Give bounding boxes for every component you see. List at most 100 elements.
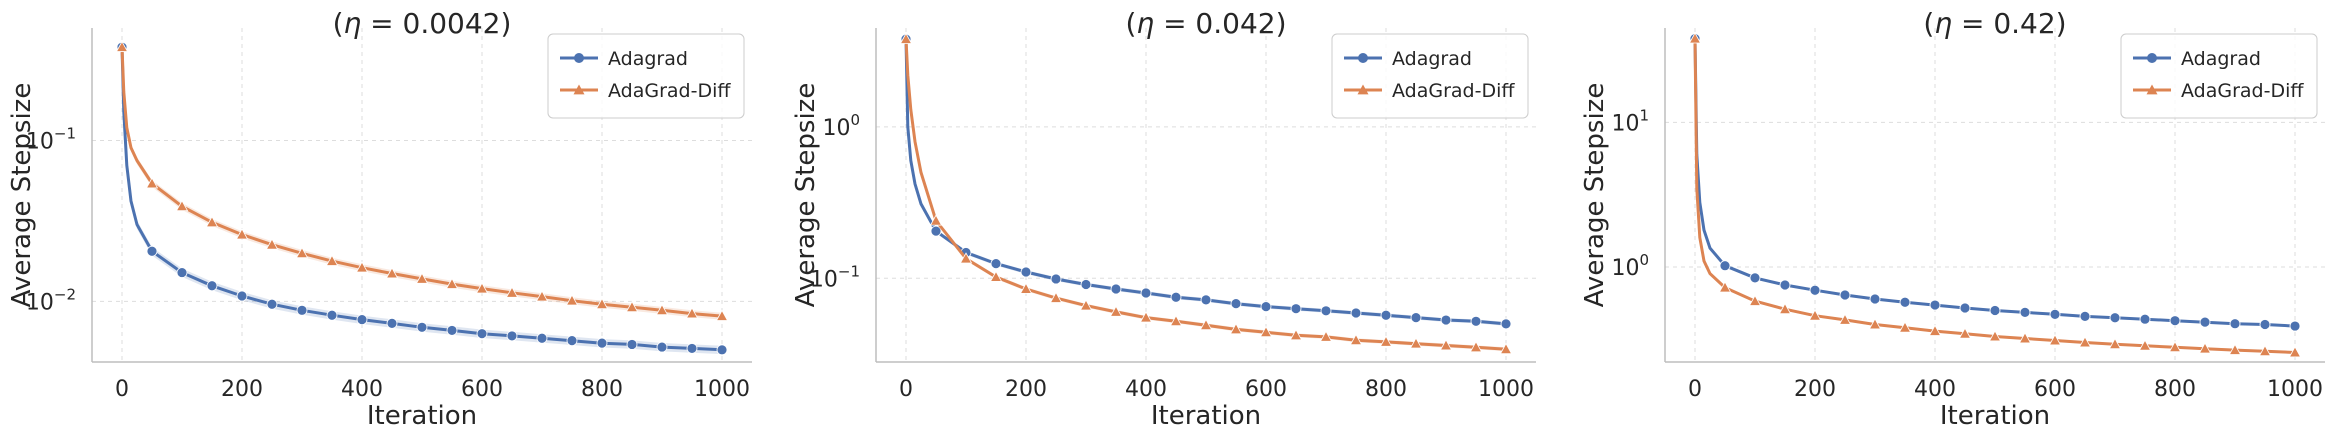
legend-frame <box>1331 33 1529 119</box>
data-point <box>1748 294 1762 306</box>
data-point <box>930 225 942 237</box>
data-point <box>1110 283 1122 295</box>
y-tick-label: 10−1 <box>26 124 76 154</box>
x-tick-label: 800 <box>2154 377 2196 402</box>
data-point <box>266 298 278 310</box>
legend: Adagrad AdaGrad-Diff <box>547 33 745 119</box>
data-point <box>2138 339 2152 351</box>
data-point <box>1199 318 1213 331</box>
data-point <box>1080 279 1092 290</box>
data-point <box>1410 312 1422 324</box>
data-point <box>1200 294 1212 306</box>
x-tick-label: 200 <box>1005 377 1047 402</box>
y-tick-label: 101 <box>1611 106 1649 136</box>
data-point <box>1898 321 1912 333</box>
data-point <box>1259 325 1273 338</box>
legend-label: AdaGrad-Diff <box>1392 80 1515 102</box>
data-point <box>1020 266 1032 278</box>
data-point <box>929 214 943 226</box>
data-point <box>1868 318 1882 330</box>
data-point <box>990 258 1002 270</box>
chart-title: (η = 0.0042) <box>333 7 512 40</box>
data-point <box>1319 330 1333 342</box>
data-point <box>2258 344 2272 357</box>
data-point <box>1230 298 1242 310</box>
data-point <box>1719 260 1731 272</box>
x-axis-title: Iteration <box>1940 401 2050 429</box>
x-tick-label: 800 <box>581 377 623 402</box>
data-point <box>566 335 578 347</box>
data-point <box>1989 305 2001 316</box>
y-tick-label: 100 <box>1611 251 1649 281</box>
data-point <box>1440 314 1452 326</box>
data-point <box>356 314 368 326</box>
legend-marker <box>573 84 585 95</box>
data-point <box>206 280 218 292</box>
chart-panel-3: 0 200 400 600 800 1000 100 101 Iteration Average … <box>1580 7 2325 429</box>
legend-item: AdaGrad-Diff <box>1344 80 1515 102</box>
data-point <box>1379 335 1393 347</box>
y-tick-label: 10−1 <box>810 262 860 292</box>
data-point <box>1350 307 1362 319</box>
data-point <box>235 228 249 240</box>
data-point <box>2108 337 2122 350</box>
chart-title: (η = 0.042) <box>1125 7 1286 40</box>
x-tick-label: 600 <box>2034 377 2076 402</box>
data-point <box>325 254 339 266</box>
data-point <box>565 294 579 306</box>
data-point <box>1808 309 1822 321</box>
data-point <box>386 317 398 329</box>
data-point <box>716 344 728 356</box>
data-point <box>355 261 369 273</box>
data-point <box>475 282 489 294</box>
x-tick-label: 0 <box>1688 377 1702 402</box>
data-point <box>626 339 638 350</box>
data-point <box>1749 272 1761 284</box>
data-point <box>1289 329 1303 341</box>
data-point <box>2289 320 2301 332</box>
data-point <box>1049 291 1063 303</box>
x-tick-label: 1000 <box>2267 377 2323 402</box>
x-tick-label: 1000 <box>1478 377 1534 402</box>
data-point <box>446 325 458 336</box>
data-point <box>1019 282 1033 294</box>
legend-item: Adagrad <box>560 48 688 70</box>
data-point <box>415 272 429 284</box>
data-point <box>2169 315 2181 327</box>
data-point <box>1718 281 1732 293</box>
legend-marker <box>1357 84 1369 95</box>
data-point <box>2139 313 2151 325</box>
data-point <box>2199 316 2211 328</box>
data-point <box>265 238 279 250</box>
data-point <box>1779 279 1791 291</box>
data-point <box>1109 305 1123 317</box>
data-point <box>1929 299 1941 311</box>
data-point <box>236 290 248 302</box>
data-point <box>1470 315 1482 327</box>
data-point <box>176 267 188 278</box>
data-point <box>1229 323 1243 335</box>
data-point <box>625 300 639 313</box>
data-point <box>2018 332 2032 344</box>
data-point <box>146 245 158 257</box>
data-point <box>595 297 609 310</box>
data-point <box>145 177 159 189</box>
y-axis-title: Average Stepsize <box>1580 83 1610 308</box>
data-point <box>1290 303 1302 315</box>
data-point <box>2049 308 2061 320</box>
data-point <box>1988 330 2002 342</box>
data-point <box>899 32 913 44</box>
data-point <box>115 40 129 52</box>
data-point <box>596 337 608 349</box>
data-point <box>1958 327 1972 339</box>
x-tick-label: 200 <box>1794 377 1836 402</box>
data-point <box>959 252 973 264</box>
legend-item: AdaGrad-Diff <box>2133 80 2304 102</box>
data-point <box>205 215 219 228</box>
data-point <box>326 309 338 321</box>
legend-marker <box>2147 53 2157 63</box>
data-point <box>2228 343 2242 355</box>
data-point <box>1499 342 1513 355</box>
legend-label: Adagrad <box>1392 48 1472 70</box>
chart-panel-2: 0 200 400 600 800 1000 10−1 100 Iteration Average… <box>791 7 1536 429</box>
